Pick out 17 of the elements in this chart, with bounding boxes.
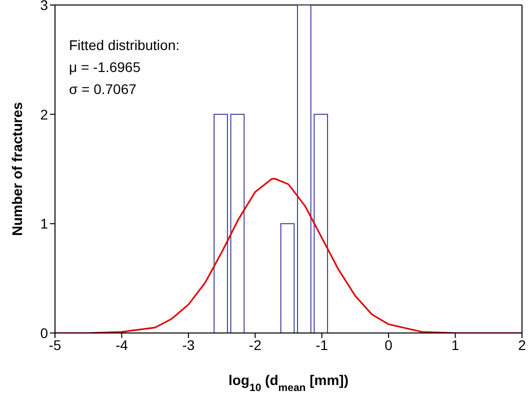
x-axis-title: log$_{10}$ (d$_{mean}$ [mm]) <box>228 372 349 394</box>
y-tick-label: 3 <box>40 0 48 13</box>
annotation: Fitted distribution: <box>69 37 180 53</box>
x-tick-label: -3 <box>182 336 195 353</box>
x-tick-label: 0 <box>384 336 393 353</box>
x-tick-label: -4 <box>115 336 128 353</box>
x-tick-label: -2 <box>248 336 262 353</box>
x-tick-label: -1 <box>316 336 328 353</box>
annotation: μ = -1.6965 <box>69 59 141 75</box>
x-tick-label: -5 <box>48 336 62 353</box>
y-axis-title: Number of fractures <box>9 102 25 236</box>
x-tick-label: 1 <box>451 336 460 353</box>
y-tick-label: 1 <box>40 216 48 232</box>
annotation: σ = 0.7067 <box>69 81 137 97</box>
y-tick-label: 2 <box>40 106 48 122</box>
x-tick-label: 2 <box>518 336 526 353</box>
y-tick-label: 0 <box>40 324 48 341</box>
